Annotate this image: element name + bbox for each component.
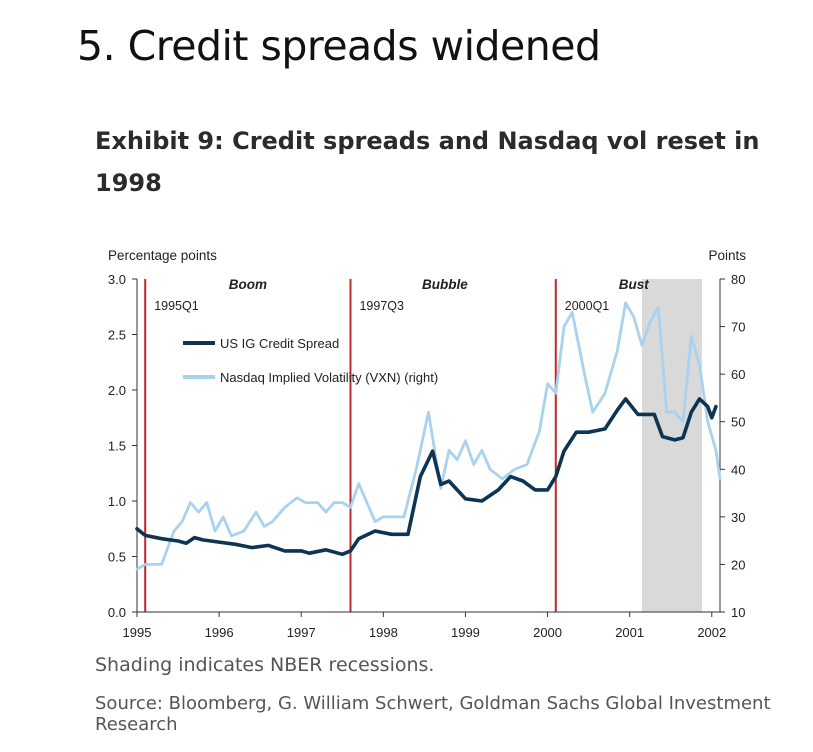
event-marker-label-1997q3: 1997Q3 <box>359 299 404 313</box>
left-tick-label: 0.5 <box>108 550 126 565</box>
x-tick-label: 1995 <box>123 625 152 640</box>
source-note: Source: Bloomberg, G. William Schwert, G… <box>95 693 771 735</box>
left-tick-label: 0.0 <box>108 605 126 620</box>
right-tick-label: 40 <box>731 462 745 477</box>
event-marker-label-1995q1: 1995Q1 <box>154 299 199 313</box>
right-axis-label: Points <box>708 248 746 263</box>
phase-label-bubble: Bubble <box>422 277 468 292</box>
event-marker-label-2000q1: 2000Q1 <box>565 299 610 313</box>
phase-label-bust: Bust <box>619 277 650 292</box>
credit-spread-vxn-chart: Boom Bubble Bust 1995Q1 1997Q3 2000Q1 0.0 0.5 1… <box>108 248 746 640</box>
nasdaq-vxn-line <box>135 301 722 571</box>
x-tick-label: 2002 <box>697 625 726 640</box>
x-tick-label: 1999 <box>451 625 480 640</box>
left-tick-label: 2.5 <box>108 328 126 343</box>
x-tick-label: 1998 <box>369 625 398 640</box>
left-tick-label: 1.5 <box>108 439 126 454</box>
legend-vxn-label: Nasdaq Implied Volatility (VXN) (right) <box>220 370 438 385</box>
phase-label-boom: Boom <box>229 277 267 292</box>
right-tick-label: 20 <box>731 557 745 572</box>
left-tick-label: 3.0 <box>108 272 126 287</box>
right-tick-label: 50 <box>731 415 745 430</box>
us-ig-credit-spread-line <box>135 397 718 557</box>
x-tick-label: 1996 <box>205 625 234 640</box>
left-axis-label: Percentage points <box>108 248 217 263</box>
x-tick-label: 2000 <box>533 625 562 640</box>
recession-shading <box>641 279 702 612</box>
page-title: 5. Credit spreads widened <box>77 22 601 70</box>
right-tick-label: 70 <box>731 320 745 335</box>
exhibit-title: Exhibit 9: Credit spreads and Nasdaq vol… <box>95 127 760 197</box>
left-tick-label: 1.0 <box>108 494 126 509</box>
x-tick-label: 2001 <box>615 625 644 640</box>
right-tick-label: 80 <box>731 272 745 287</box>
x-tick-label: 1997 <box>287 625 316 640</box>
right-tick-label: 30 <box>731 510 745 525</box>
legend-spread-label: US IG Credit Spread <box>220 336 339 351</box>
right-tick-label: 10 <box>731 605 745 620</box>
recession-note: Shading indicates NBER recessions. <box>95 654 435 676</box>
left-tick-label: 2.0 <box>108 383 126 398</box>
right-tick-label: 60 <box>731 367 745 382</box>
